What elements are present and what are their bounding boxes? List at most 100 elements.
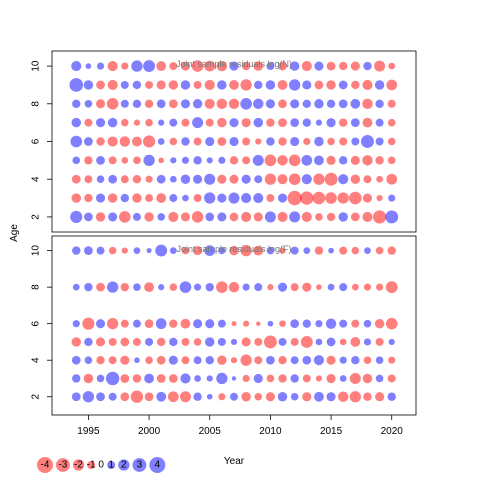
residual-bubble <box>303 137 311 146</box>
residual-bubble <box>180 318 191 329</box>
residual-bubble <box>242 283 250 291</box>
residual-bubble <box>387 392 396 401</box>
residual-bubble <box>350 212 360 222</box>
residual-bubble <box>84 137 93 146</box>
residual-bubble <box>376 283 384 291</box>
residual-bubble <box>179 281 192 293</box>
residual-bubble <box>216 281 228 293</box>
residual-bubble <box>350 118 360 128</box>
residual-bubble <box>96 392 105 402</box>
residual-bubble <box>228 192 240 204</box>
residual-bubble <box>145 356 153 364</box>
residual-bubble <box>241 193 252 204</box>
residual-bubble <box>156 61 167 71</box>
residual-bubble <box>229 118 239 128</box>
residual-bubble <box>387 118 396 127</box>
residual-bubble <box>145 194 154 203</box>
residual-bubble <box>193 80 202 89</box>
residual-bubble <box>193 156 202 165</box>
residual-bubble <box>254 392 263 401</box>
legend: -4 -3 -2 -1 0 1 2 3 4 <box>37 457 166 473</box>
residual-bubble <box>107 281 119 293</box>
residual-bubble <box>96 246 105 255</box>
residual-bubble <box>254 283 263 292</box>
residual-bubble <box>70 135 83 148</box>
residual-bubble <box>181 137 190 146</box>
residual-bubble <box>327 283 335 291</box>
residual-bubble <box>180 212 191 222</box>
residual-bubble <box>287 190 302 206</box>
residual-bubble <box>180 80 191 90</box>
residual-bubble <box>170 157 177 164</box>
residual-bubble <box>350 61 360 71</box>
residual-bubble <box>191 211 204 223</box>
residual-bubble <box>120 80 129 89</box>
residual-bubble <box>205 319 215 329</box>
residual-bubble <box>156 391 167 402</box>
residual-bubble <box>277 392 288 402</box>
residual-bubble <box>364 247 371 254</box>
residual-bubble <box>241 61 251 71</box>
residual-bubble <box>107 61 118 72</box>
residual-bubble <box>290 283 299 292</box>
residual-bubble <box>71 61 82 72</box>
residual-bubble <box>387 137 396 146</box>
residual-bubble <box>145 337 154 346</box>
residual-bubble <box>156 80 166 90</box>
x-tick-label: 2010 <box>259 426 282 437</box>
residual-bubble <box>254 175 263 184</box>
residual-bubble <box>387 374 396 383</box>
residual-bubble <box>204 245 216 256</box>
residual-bubble <box>157 138 165 145</box>
residual-bubble <box>205 212 215 222</box>
residual-bubble <box>328 247 334 254</box>
residual-bubble <box>107 318 119 330</box>
residual-bubble <box>120 99 129 108</box>
residual-bubble <box>193 392 202 401</box>
residual-bubble <box>241 118 251 128</box>
residual-bubble <box>193 194 202 203</box>
y-tick-label: 2 <box>31 394 42 400</box>
legend-label: -2 <box>74 460 83 471</box>
residual-bubble <box>375 392 385 402</box>
residual-bubble <box>266 194 275 203</box>
residual-bubble <box>278 337 287 346</box>
panel-2-bubbles <box>71 244 398 403</box>
residual-bubble <box>180 373 191 384</box>
residual-bubble <box>361 135 374 148</box>
residual-bubble <box>108 246 117 255</box>
panel-2: Joint sample residuals log(F) 2 4 6 8 10 <box>31 235 417 416</box>
residual-bubble <box>363 319 372 328</box>
residual-bubble <box>376 194 383 202</box>
residual-bubble <box>84 246 93 255</box>
residual-bubble <box>254 337 263 346</box>
residual-bubble <box>132 175 142 184</box>
residual-bubble <box>349 191 362 205</box>
residual-bubble <box>351 283 359 291</box>
residual-bubble <box>168 355 178 365</box>
y-axis-title: Age <box>9 224 20 242</box>
residual-bubble <box>324 172 338 186</box>
panels: Joint sample residuals log(N)246810Joint… <box>31 50 417 416</box>
residual-bubble <box>290 356 299 365</box>
residual-bubble <box>301 211 312 222</box>
y-tick-label: 6 <box>31 320 42 326</box>
residual-bubble <box>339 338 347 346</box>
residual-bubble <box>326 61 336 71</box>
residual-bubble <box>71 392 81 402</box>
residual-bubble <box>156 174 166 184</box>
residual-bubble <box>314 136 324 147</box>
residual-bubble <box>217 212 227 222</box>
y-tick-label: 8 <box>31 101 42 107</box>
y-tick-label: 6 <box>31 138 42 144</box>
x-tick-label: 2015 <box>320 426 343 437</box>
residual-bubble <box>228 281 240 293</box>
residual-bubble <box>302 374 311 383</box>
residual-bubble <box>242 156 251 165</box>
residual-bubble <box>144 319 154 329</box>
residual-bubble <box>375 156 384 165</box>
residual-bubble <box>108 156 117 165</box>
residual-bubble <box>314 155 324 166</box>
residual-bubble <box>277 155 288 166</box>
residual-bubble <box>385 281 398 294</box>
